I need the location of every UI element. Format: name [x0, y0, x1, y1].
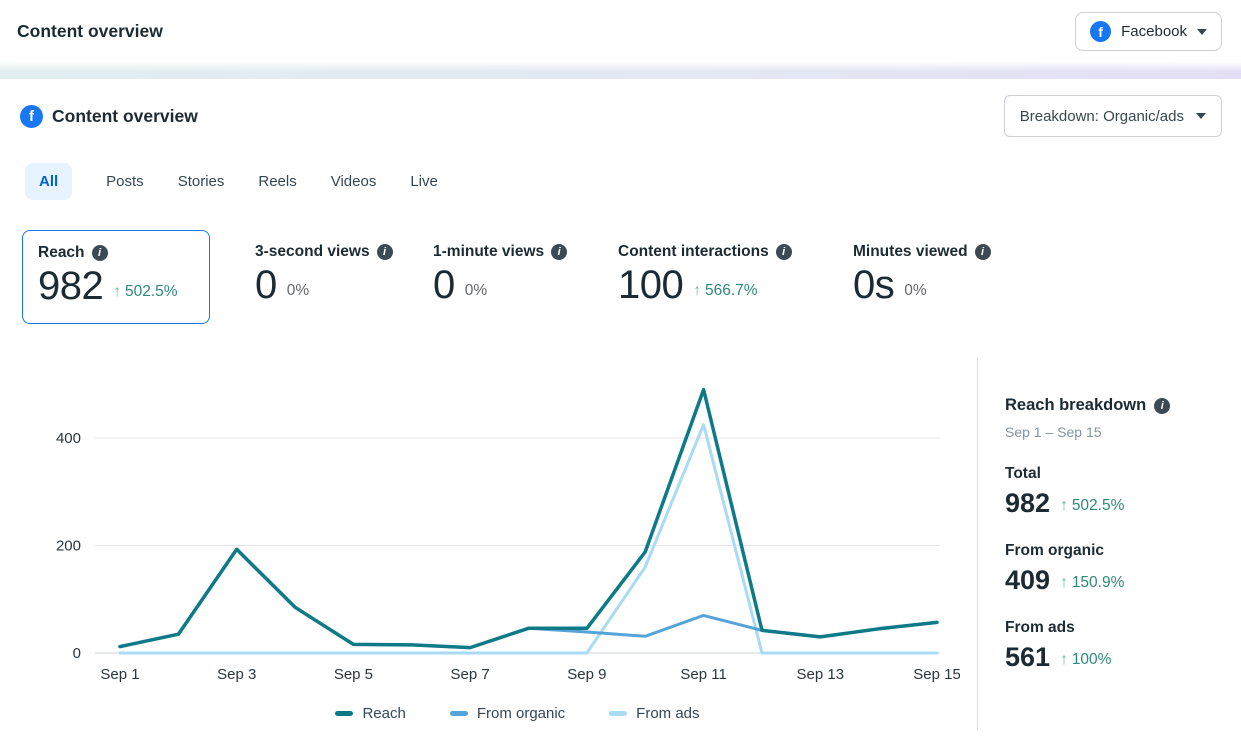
legend-item-from-ads: From ads — [609, 705, 700, 722]
up-arrow-icon: ↑ — [693, 282, 701, 299]
info-icon[interactable]: i — [1154, 397, 1171, 414]
metric-value: 100 — [618, 263, 684, 307]
metric-card-minutes-viewed[interactable]: Minutes viewed i 0s 0% — [838, 230, 1006, 305]
metric-card-content-interactions[interactable]: Content interactions i 100 ↑ 566.7% — [603, 230, 807, 305]
svg-text:Sep 3: Sep 3 — [217, 666, 256, 683]
up-arrow-icon: ↑ — [113, 283, 121, 300]
info-icon[interactable]: i — [775, 244, 792, 260]
svg-text:Sep 7: Sep 7 — [451, 666, 490, 683]
metric-delta: 0% — [286, 282, 310, 299]
up-arrow-icon: ↑ — [1060, 651, 1068, 668]
info-icon[interactable]: i — [91, 245, 108, 261]
metric-label: Reach — [38, 244, 85, 261]
info-icon[interactable]: i — [974, 244, 991, 260]
svg-text:400: 400 — [56, 430, 81, 447]
reach-breakdown-panel: Reach breakdown i Sep 1 – Sep 15 Total 9… — [1005, 396, 1227, 671]
top-bar: Content overview f Facebook — [0, 0, 1241, 62]
metric-value: 0 — [255, 263, 277, 307]
chevron-down-icon — [1197, 28, 1207, 35]
breakdown-dropdown[interactable]: Breakdown: Organic/ads — [1003, 95, 1222, 137]
metric-label: Minutes viewed — [853, 243, 968, 260]
metric-delta: ↑ 566.7% — [693, 282, 758, 299]
tab-videos[interactable]: Videos — [330, 173, 377, 190]
section-title: Content overview — [52, 106, 198, 126]
breakdown-from-organic: From organic 409 ↑ 150.9% — [1005, 542, 1125, 595]
from-organic-series-swatch — [449, 711, 468, 716]
up-arrow-icon: ↑ — [1060, 497, 1068, 514]
metric-delta: 0% — [464, 282, 488, 299]
metric-label: Content interactions — [618, 243, 769, 260]
facebook-logo-icon: f — [20, 105, 43, 128]
breakdown-from-ads: From ads 561 ↑ 100% — [1005, 619, 1112, 672]
tab-reels[interactable]: Reels — [258, 173, 297, 190]
metric-card-3-second-views[interactable]: 3-second views i 0 0% — [240, 230, 408, 305]
svg-text:Sep 9: Sep 9 — [567, 666, 606, 683]
tab-live[interactable]: Live — [410, 173, 438, 190]
svg-text:Sep 11: Sep 11 — [680, 666, 726, 683]
facebook-logo-icon: f — [1090, 21, 1112, 42]
svg-text:0: 0 — [73, 645, 81, 662]
svg-text:Sep 15: Sep 15 — [913, 666, 960, 683]
breakdown-total: Total 982 ↑ 502.5% — [1005, 465, 1125, 518]
page-title: Content overview — [17, 21, 163, 41]
tab-stories[interactable]: Stories — [177, 173, 225, 190]
metric-value: 0s — [853, 263, 895, 307]
info-icon[interactable]: i — [376, 244, 393, 260]
metric-label: 3-second views — [255, 243, 370, 260]
info-icon[interactable]: i — [551, 244, 568, 260]
svg-text:Sep 13: Sep 13 — [797, 666, 845, 683]
breakdown-dropdown-label: Breakdown: Organic/ads — [1019, 107, 1184, 125]
metric-card-reach[interactable]: Reach i 982 ↑ 502.5% — [22, 230, 210, 324]
tab-all[interactable]: All — [25, 163, 73, 200]
page-selector-dropdown[interactable]: f Facebook — [1075, 12, 1222, 51]
svg-text:200: 200 — [56, 538, 81, 555]
metric-delta: 0% — [904, 282, 927, 299]
date-range: Sep 1 – Sep 15 — [1005, 424, 1102, 440]
from-ads-series-swatch — [609, 711, 628, 716]
svg-text:Sep 1: Sep 1 — [100, 666, 139, 683]
metric-value: 982 — [38, 264, 104, 308]
reach-series-swatch — [335, 711, 354, 716]
metric-value: 0 — [433, 263, 455, 307]
legend-item-from-organic: From organic — [449, 705, 565, 722]
chevron-down-icon — [1196, 113, 1206, 119]
gradient-divider — [0, 62, 1241, 79]
legend-item-reach: Reach — [335, 705, 406, 722]
page-selector-label: Facebook — [1121, 23, 1187, 40]
tab-posts[interactable]: Posts — [106, 173, 144, 190]
chart-legend: Reach From organic From ads — [95, 705, 940, 722]
panel-title: Reach breakdown — [1005, 396, 1147, 414]
metric-label: 1-minute views — [433, 243, 545, 260]
metric-card-1-minute-views[interactable]: 1-minute views i 0 0% — [418, 230, 582, 305]
svg-text:Sep 5: Sep 5 — [334, 666, 373, 683]
vertical-divider — [977, 358, 978, 730]
reach-line-chart[interactable]: 0 200 400 Sep 1 Sep 3 Sep 5 Sep 7 Sep 9 Sep 11 Se… — [0, 360, 960, 695]
up-arrow-icon: ↑ — [1060, 574, 1068, 591]
metric-delta: ↑ 502.5% — [113, 283, 178, 300]
content-type-tabs: All Posts Stories Reels Videos Live — [25, 163, 438, 200]
